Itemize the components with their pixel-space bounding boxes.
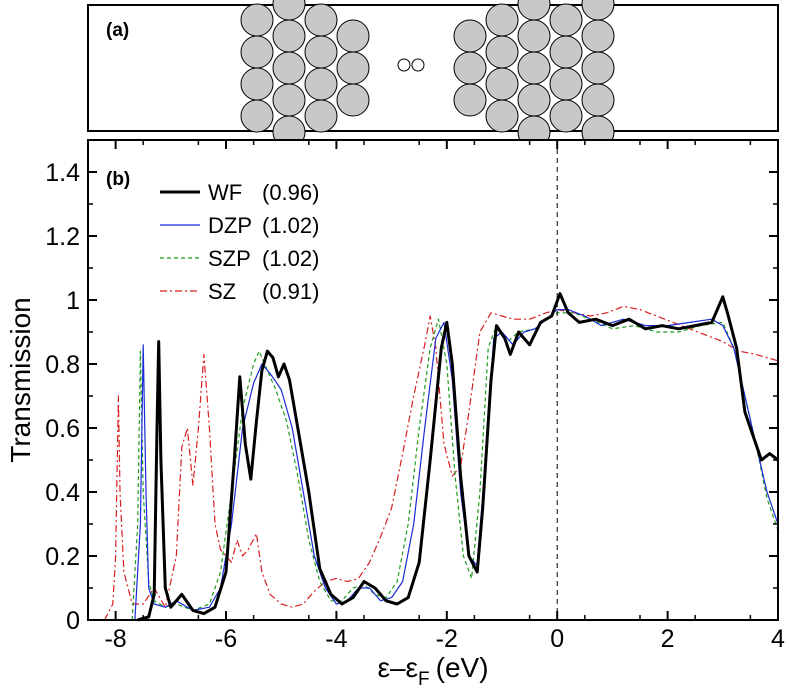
series-layer [104, 292, 779, 622]
legend-label-dzp: DZP [208, 213, 252, 238]
right-electrode-atom [549, 99, 583, 133]
right-electrode-atom [485, 67, 519, 101]
x-tick-label: 2 [661, 625, 675, 653]
series-line-szp [131, 312, 779, 621]
right-electrode-atom [549, 3, 583, 37]
y-tick-label: 1 [66, 287, 80, 315]
right-electrode-atom [581, 83, 615, 117]
left-electrode-atom [336, 19, 370, 53]
left-electrode-atom [240, 35, 274, 69]
y-tick-label: 1.2 [45, 223, 80, 251]
x-tick-label: 4 [771, 625, 785, 653]
x-tick-label: 0 [550, 625, 564, 653]
atoms-group [240, 0, 615, 149]
y-tick-label: 0.6 [45, 415, 80, 443]
right-electrode-atom [453, 83, 487, 117]
left-electrode-atom [240, 67, 274, 101]
x-tick-label: -6 [215, 625, 237, 653]
x-axis-label-unit: (eV) [436, 652, 489, 683]
right-electrode-atom [453, 51, 487, 85]
legend-value-sz: (0.91) [262, 279, 319, 304]
right-electrode-atom [485, 99, 519, 133]
axis-ticks: -8 -6 -4 -2 0 2 4 0 0.2 0.4 0.6 0.8 1 1.2 1.4 [45, 139, 785, 653]
right-electrode-atom [517, 19, 551, 53]
left-electrode-atom [240, 99, 274, 133]
y-tick-label: 1.4 [45, 159, 80, 187]
right-electrode-atom [581, 51, 615, 85]
y-tick-label: 0.8 [45, 351, 80, 379]
x-axis-label-sub: F [418, 669, 430, 690]
x-axis-label: ε–εF (eV) [377, 652, 488, 690]
chain-atom [411, 58, 425, 72]
right-electrode-atom [549, 67, 583, 101]
legend-value-wf: (0.96) [262, 180, 319, 205]
left-electrode-atom [272, 51, 306, 85]
y-tick-label: 0.2 [45, 543, 80, 571]
legend-value-dzp: (1.02) [262, 213, 319, 238]
right-electrode-atom [485, 35, 519, 69]
panel-a-frame [87, 4, 779, 132]
left-electrode-atom [336, 51, 370, 85]
legend-label-wf: WF [208, 180, 242, 205]
y-axis-label: Transmission [5, 297, 36, 462]
left-electrode-atom [304, 67, 338, 101]
left-electrode-atom [336, 83, 370, 117]
x-tick-label: -8 [104, 625, 126, 653]
left-electrode-atom [304, 3, 338, 37]
left-electrode-atom [272, 19, 306, 53]
right-electrode-atom [517, 51, 551, 85]
left-electrode-atom [304, 35, 338, 69]
right-electrode-atom [517, 83, 551, 117]
legend-label-szp: SZP [208, 246, 251, 271]
x-tick-label: -4 [325, 625, 347, 653]
x-axis-label-main: ε–ε [377, 652, 418, 683]
panel-a-structure: (a) [87, 0, 779, 149]
plot-area [88, 140, 778, 620]
left-electrode-atom [240, 3, 274, 37]
right-electrode-atom [581, 19, 615, 53]
y-tick-label: 0 [66, 607, 80, 635]
left-electrode-atom [272, 83, 306, 117]
series-line-wf [137, 292, 779, 622]
series-line-sz [104, 305, 779, 621]
left-electrode-atom [304, 99, 338, 133]
legend-value-szp: (1.02) [262, 246, 319, 271]
plot-frame [87, 139, 779, 621]
legend: WF (0.96) DZP (1.02) SZP (1.02) SZ (0.91) [160, 180, 319, 304]
legend-label-sz: SZ [208, 279, 236, 304]
x-tick-label: -2 [436, 625, 458, 653]
right-electrode-atom [453, 19, 487, 53]
panel-b-chart: -8 -6 -4 -2 0 2 4 0 0.2 0.4 0.6 0.8 1 1.2 1.4 (b) WF (0… [5, 139, 785, 690]
right-electrode-atom [549, 35, 583, 69]
right-electrode-atom [485, 3, 519, 37]
chain-atom [397, 58, 411, 72]
panel-a-label: (a) [106, 20, 129, 41]
y-tick-label: 0.4 [45, 479, 80, 507]
panel-b-label: (b) [106, 169, 130, 190]
